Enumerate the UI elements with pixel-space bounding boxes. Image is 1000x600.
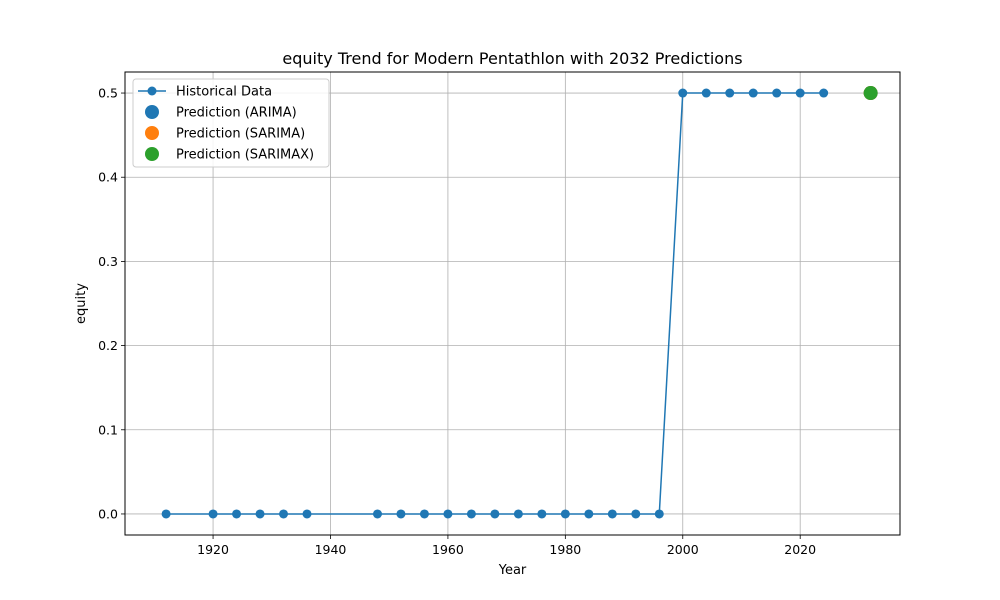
y-tick-label: 0.4 <box>98 170 118 185</box>
chart-title: equity Trend for Modern Pentathlon with … <box>282 49 742 68</box>
historical-data-point <box>302 509 312 519</box>
historical-data-point <box>654 509 664 519</box>
x-tick-label: 1960 <box>432 542 464 557</box>
grid <box>125 72 900 535</box>
historical-data-point <box>255 509 265 519</box>
y-axis-label: equity <box>74 283 89 324</box>
historical-data-point <box>819 88 829 98</box>
historical-data-point <box>279 509 289 519</box>
historical-data-point <box>725 88 735 98</box>
historical-data-point <box>537 509 547 519</box>
historical-data-point <box>772 88 782 98</box>
y-tick-label: 0.2 <box>98 338 118 353</box>
x-axis-label: Year <box>498 563 527 578</box>
x-tick-label: 1940 <box>315 542 347 557</box>
historical-data-point <box>584 509 594 519</box>
legend-marker <box>145 105 159 119</box>
y-tick-label: 0.1 <box>98 422 118 437</box>
historical-data-point <box>701 88 711 98</box>
historical-data-point <box>748 88 758 98</box>
historical-data-point <box>396 509 406 519</box>
y-tick-label: 0.0 <box>98 506 118 521</box>
historical-data-point <box>513 509 523 519</box>
historical-data-point <box>466 509 476 519</box>
legend-box <box>132 78 330 168</box>
historical-data-point <box>490 509 500 519</box>
legend-marker <box>145 126 159 140</box>
historical-data-point <box>232 509 242 519</box>
x-tick-label: 2020 <box>784 542 816 557</box>
plot-frame <box>124 71 901 536</box>
y-tick-label: 0.5 <box>98 86 118 101</box>
legend-marker <box>145 147 159 161</box>
historical-data-point <box>560 509 570 519</box>
historical-data-point <box>631 509 641 519</box>
legend: Historical Data Prediction (ARIMA) Predict… <box>132 78 330 168</box>
historical-data-point <box>678 88 688 98</box>
legend-entry-label: Prediction (SARIMA) <box>176 127 305 142</box>
y-axis: 0.0 0.1 0.2 0.3 0.4 0.5 <box>98 86 125 521</box>
x-tick-label: 1920 <box>197 542 229 557</box>
historical-data-point <box>161 509 171 519</box>
series-layer <box>161 86 878 519</box>
y-tick-label: 0.3 <box>98 254 118 269</box>
historical-data-point <box>443 509 453 519</box>
x-tick-label: 1980 <box>549 542 581 557</box>
x-axis: 1920 1940 1960 1980 2000 2020 <box>197 535 816 557</box>
legend-entry-label: Historical Data <box>176 85 272 100</box>
historical-data-point <box>419 509 429 519</box>
x-tick-label: 2000 <box>667 542 699 557</box>
legend-entry-label: Prediction (ARIMA) <box>176 106 297 121</box>
historical-data-point <box>372 509 382 519</box>
historical-data-point <box>795 88 805 98</box>
historical-data-point <box>208 509 218 519</box>
historical-data-point <box>607 509 617 519</box>
prediction-point-3 <box>863 86 878 101</box>
legend-marker <box>147 86 157 96</box>
legend-entry-label: Prediction (SARIMAX) <box>176 148 314 163</box>
